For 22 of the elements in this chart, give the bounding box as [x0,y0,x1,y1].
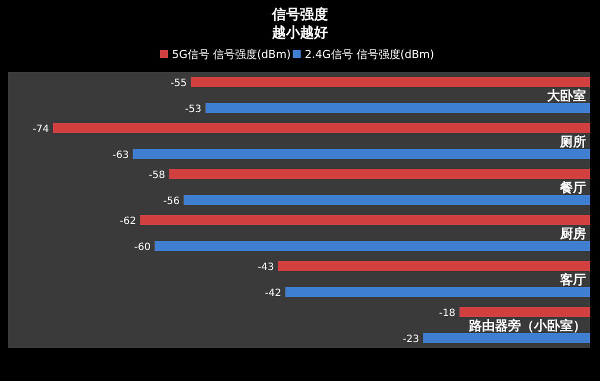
data-label: -62 [120,216,136,227]
y-tick-label: 大卧室 [547,88,586,104]
data-label: -56 [163,196,180,207]
data-label: -23 [402,334,420,345]
data-label: -60 [134,242,151,253]
data-label: -42 [264,288,282,299]
legend-label: 5G信号 信号强度(dBm) [172,48,291,61]
y-tick-label: 路由器旁（小卧室） [468,318,586,334]
data-label: -53 [185,104,202,115]
y-tick-label: 客厅 [559,272,586,288]
chart-title: 信号强度 [271,6,328,23]
y-tick-label: 厨房 [559,226,586,242]
y-tick-label: 厕所 [559,134,586,150]
data-label: -43 [258,262,274,273]
data-label: -55 [170,78,187,89]
data-label: -74 [32,124,49,135]
data-label: -63 [112,150,129,161]
legend-label: 2.4G信号 信号强度(dBm) [304,48,434,61]
chart-subtitle: 越小越好 [271,25,328,41]
data-label: -18 [439,308,456,319]
data-label: -58 [148,170,166,181]
y-tick-label: 餐厅 [559,181,586,196]
